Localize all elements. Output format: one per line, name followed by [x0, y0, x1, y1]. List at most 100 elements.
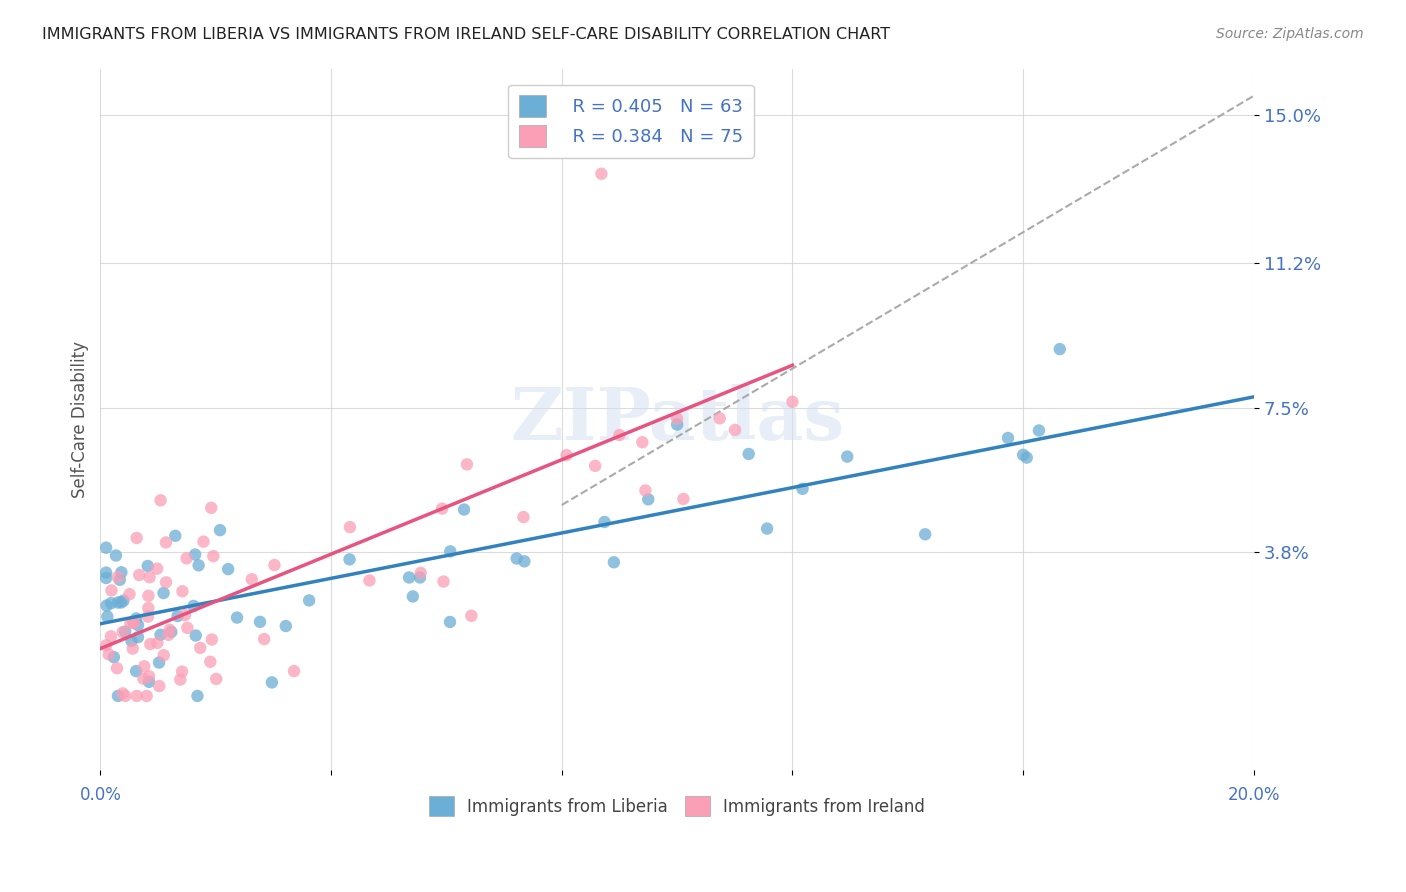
Point — [139, 637, 162, 651]
Point — [104, 549, 127, 563]
Point — [593, 515, 616, 529]
Point — [439, 615, 461, 629]
Point — [155, 535, 177, 549]
Point — [122, 615, 145, 630]
Point — [155, 575, 177, 590]
Point — [136, 559, 159, 574]
Point — [631, 435, 654, 450]
Point — [97, 648, 120, 662]
Point — [672, 491, 695, 506]
Legend: Immigrants from Liberia, Immigrants from Ireland: Immigrants from Liberia, Immigrants from… — [420, 788, 934, 825]
Point — [186, 689, 208, 703]
Point — [121, 641, 143, 656]
Y-axis label: Self-Care Disability: Self-Care Disability — [72, 341, 89, 498]
Point — [100, 596, 122, 610]
Point — [170, 665, 193, 679]
Point — [125, 664, 148, 678]
Point — [107, 570, 129, 584]
Point — [138, 570, 160, 584]
Point — [637, 492, 659, 507]
Point — [169, 673, 191, 687]
Point — [125, 689, 148, 703]
Point — [666, 417, 689, 432]
Point — [724, 423, 747, 437]
Point — [159, 623, 181, 637]
Point — [188, 640, 211, 655]
Point — [122, 615, 145, 630]
Point — [217, 562, 239, 576]
Point — [157, 628, 180, 642]
Point — [260, 675, 283, 690]
Point — [339, 552, 361, 566]
Point — [205, 672, 228, 686]
Point — [202, 549, 225, 563]
Point — [298, 593, 321, 607]
Text: Source: ZipAtlas.com: Source: ZipAtlas.com — [1216, 27, 1364, 41]
Point — [111, 625, 134, 640]
Text: 20.0%: 20.0% — [1227, 786, 1279, 804]
Point — [114, 624, 136, 639]
Point — [94, 566, 117, 580]
Point — [100, 629, 122, 643]
Point — [609, 428, 631, 442]
Point — [176, 621, 198, 635]
Point — [103, 650, 125, 665]
Point — [114, 689, 136, 703]
Point — [149, 493, 172, 508]
Point — [184, 548, 207, 562]
Point — [176, 551, 198, 566]
Point — [709, 411, 731, 425]
Point — [96, 599, 118, 613]
Point — [398, 570, 420, 584]
Point — [512, 510, 534, 524]
Point — [110, 595, 132, 609]
Point — [134, 659, 156, 673]
Point — [174, 608, 197, 623]
Point — [249, 615, 271, 629]
Point — [183, 599, 205, 613]
Point — [997, 431, 1019, 445]
Point — [274, 619, 297, 633]
Point — [152, 586, 174, 600]
Point — [120, 633, 142, 648]
Text: 0.0%: 0.0% — [79, 786, 121, 804]
Point — [135, 689, 157, 703]
Point — [187, 558, 209, 573]
Point — [172, 584, 194, 599]
Point — [127, 618, 149, 632]
Point — [1028, 424, 1050, 438]
Point — [737, 447, 759, 461]
Point — [456, 458, 478, 472]
Point — [1015, 450, 1038, 465]
Point — [339, 520, 361, 534]
Point — [200, 655, 222, 669]
Point — [193, 534, 215, 549]
Point — [138, 601, 160, 615]
Point — [127, 630, 149, 644]
Point — [453, 502, 475, 516]
Point — [100, 583, 122, 598]
Point — [439, 544, 461, 558]
Point — [283, 664, 305, 678]
Point — [792, 482, 814, 496]
Point — [138, 589, 160, 603]
Point — [591, 167, 613, 181]
Point — [152, 648, 174, 663]
Point — [94, 571, 117, 585]
Point — [94, 639, 117, 653]
Point — [583, 458, 606, 473]
Point — [105, 661, 128, 675]
Point — [112, 593, 135, 607]
Point — [402, 590, 425, 604]
Point — [184, 628, 207, 642]
Point — [94, 541, 117, 555]
Point — [914, 527, 936, 541]
Text: ZIPatlas: ZIPatlas — [510, 384, 844, 455]
Point — [138, 669, 160, 683]
Point — [160, 624, 183, 639]
Point — [756, 522, 779, 536]
Point — [165, 529, 187, 543]
Point — [96, 609, 118, 624]
Point — [208, 523, 231, 537]
Point — [118, 587, 141, 601]
